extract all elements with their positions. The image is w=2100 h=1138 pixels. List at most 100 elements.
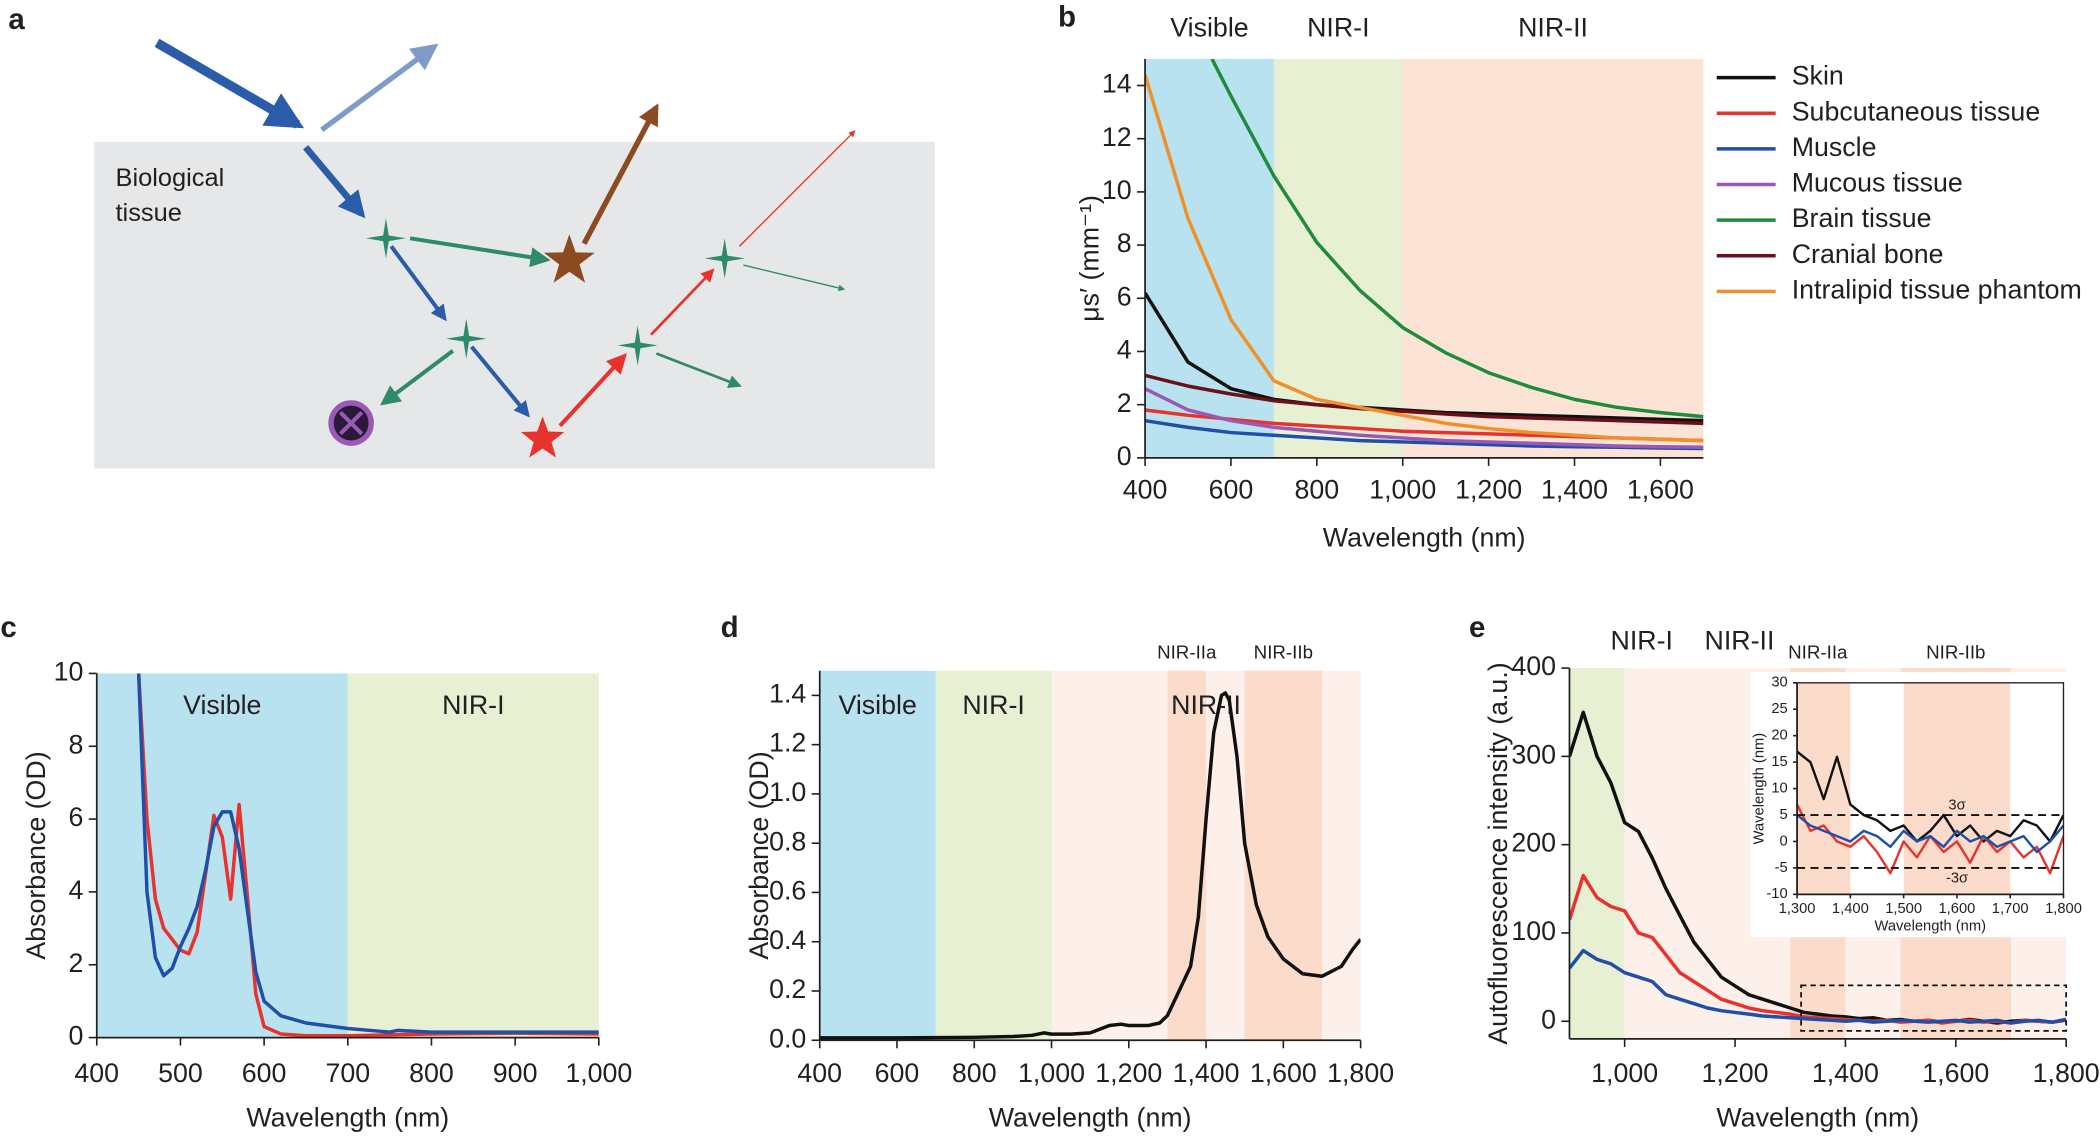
x-tick-label: 400 — [74, 1058, 119, 1088]
panel-label: e — [1469, 611, 1485, 644]
region-label: NIR-I — [962, 690, 1024, 720]
y-tick-label: 25 — [1771, 701, 1787, 717]
x-tick-label: 1,200 — [1455, 474, 1522, 504]
fluorophore — [446, 318, 487, 359]
x-tick-label: 500 — [158, 1058, 203, 1088]
x-tick-label: 600 — [242, 1058, 287, 1088]
legend-label: Cranial bone — [1792, 239, 1944, 269]
y-tick-label: 0.4 — [769, 925, 806, 955]
x-tick-label: 800 — [952, 1058, 997, 1088]
y-tick-label: 2 — [68, 948, 83, 978]
y-tick-label: 0.8 — [769, 826, 806, 856]
y-tick-label: 8 — [68, 729, 83, 759]
x-tick-label: 1,000 — [1591, 1058, 1658, 1088]
x-tick-label: 400 — [797, 1058, 842, 1088]
absorber-cross — [339, 410, 364, 436]
x-tick-label: 1,400 — [1173, 1058, 1240, 1088]
y-tick-label: 6 — [1117, 281, 1132, 311]
x-tick-label: 1,600 — [1922, 1058, 1989, 1088]
photon-path — [470, 345, 530, 418]
region-label: NIR-II — [1518, 13, 1588, 43]
panel-label: b — [1058, 1, 1076, 34]
x-tick-label: 400 — [1123, 474, 1168, 504]
x-tick-label: 600 — [875, 1058, 920, 1088]
y-tick-label: -10 — [1766, 886, 1787, 902]
fluorophore — [617, 325, 658, 366]
x-axis-label: Wavelength (nm) — [1716, 1102, 1919, 1132]
region — [96, 673, 348, 1038]
x-tick-label: 1,800 — [1327, 1058, 1394, 1088]
region-label: Visible — [838, 690, 916, 720]
x-tick-label: 900 — [493, 1058, 538, 1088]
x-tick-label: 1,000 — [1369, 474, 1436, 504]
x-tick-label: 1,400 — [1812, 1058, 1879, 1088]
y-tick-label: 100 — [1511, 916, 1556, 946]
legend-label: Mucous tissue — [1792, 168, 1963, 198]
y-tick-label: 15 — [1771, 754, 1787, 770]
region-label: NIR-IIb — [1926, 641, 1985, 662]
series-line — [1145, 387, 1704, 450]
panel-label: c — [0, 611, 16, 644]
y-tick-label: 6 — [68, 802, 83, 832]
y-tick-label: 1.0 — [769, 777, 806, 807]
x-tick-label: 1,600 — [1627, 474, 1694, 504]
y-tick-label: 0.6 — [769, 876, 806, 906]
region-label: NIR-I — [1611, 626, 1673, 656]
region-label: NIR-IIa — [1157, 641, 1217, 662]
plot-area — [819, 691, 1361, 1040]
y-tick-label: 20 — [1771, 728, 1787, 744]
legend-label: Muscle — [1792, 132, 1877, 162]
region — [1797, 682, 1851, 895]
chart: b Visible NIR-I NIR-II 0 2 4 6 8 10 12 14 400 600 800 1… — [1058, 1, 2082, 553]
threshold-label: -3σ — [1946, 870, 1968, 886]
legend-label: Brain tissue — [1792, 203, 1932, 233]
x-tick-label: 1,000 — [1018, 1058, 1085, 1088]
region — [935, 670, 1052, 1041]
x-axis-label: Wavelength (nm) — [246, 1102, 449, 1132]
region — [1569, 668, 1625, 1039]
y-tick-label: 0 — [1541, 1004, 1556, 1034]
y-tick-label: 8 — [1117, 228, 1132, 258]
region-label: NIR-I — [1307, 13, 1369, 43]
y-tick-label: 300 — [1511, 739, 1556, 769]
tissue-label: tissue — [116, 199, 182, 227]
series-line — [136, 673, 599, 1038]
emission-path — [738, 130, 856, 247]
y-tick-label: 12 — [1102, 122, 1132, 152]
emission-path — [581, 103, 659, 245]
y-axis-label: μs′ (mm⁻¹) — [1075, 195, 1105, 322]
y-tick-label: 400 — [1511, 651, 1556, 681]
x-axis-label: Wavelength (nm) — [989, 1102, 1192, 1132]
plot-area — [1797, 750, 2064, 875]
series-line — [136, 673, 599, 1034]
x-tick-label: 800 — [409, 1058, 454, 1088]
legend-label: Subcutaneous tissue — [1792, 96, 2041, 126]
y-tick-label: 10 — [1102, 175, 1132, 205]
y-tick-label: 14 — [1102, 69, 1132, 99]
photon-path — [389, 245, 447, 322]
threshold-label: 3σ — [1948, 798, 1965, 814]
y-tick-label: 0 — [1117, 441, 1132, 471]
chart: 3σ -3σ -10 -5 0 5 10 15 20 25 30 1,300 1,400 1,500 1,6… — [1750, 672, 2082, 938]
incident-light — [154, 38, 305, 129]
x-axis-label: Wavelength (nm) — [1323, 523, 1526, 553]
plot-area — [136, 673, 599, 1038]
series-line — [1797, 814, 2064, 854]
region-label: NIR-IIa — [1788, 641, 1848, 662]
x-tick-label: 1,800 — [2033, 1058, 2100, 1088]
x-tick-label: 1,800 — [2045, 901, 2082, 917]
fluorophore — [520, 416, 565, 458]
y-tick-label: 0 — [1780, 833, 1788, 849]
scatter-path — [743, 264, 846, 292]
reflected-light — [320, 43, 439, 133]
x-tick-label: 1,700 — [1992, 901, 2029, 917]
series-line — [819, 691, 1361, 1040]
y-tick-label: 200 — [1511, 828, 1556, 858]
zoom-box — [1800, 984, 2068, 1032]
series-line — [1569, 948, 2067, 1025]
x-tick-label: 1,600 — [1250, 1058, 1317, 1088]
photon-path — [303, 145, 366, 219]
